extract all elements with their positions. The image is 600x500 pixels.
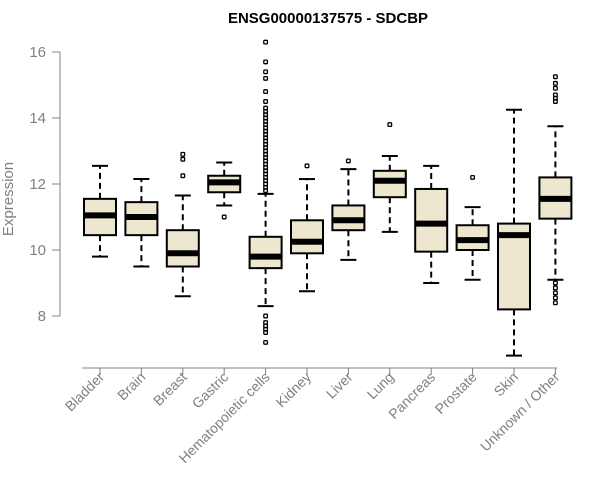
iqr-box bbox=[290, 219, 324, 255]
outlier-point bbox=[263, 320, 269, 326]
x-tick-label: Unknown / Other bbox=[477, 369, 563, 455]
outlier-point bbox=[263, 105, 269, 111]
x-tick-label: Prostate bbox=[432, 369, 480, 417]
outlier-point bbox=[221, 214, 227, 220]
x-tick-label: Kidney bbox=[273, 369, 315, 411]
outlier-point bbox=[263, 313, 269, 319]
box-group-breast bbox=[165, 151, 200, 298]
outlier-point bbox=[263, 99, 269, 104]
outlier-point bbox=[552, 74, 558, 80]
outlier-point bbox=[263, 59, 269, 65]
outlier-point bbox=[552, 92, 558, 98]
box-group-prostate bbox=[455, 174, 490, 281]
outlier-point bbox=[552, 295, 558, 301]
box-group-skin bbox=[497, 108, 531, 357]
y-tick-label: 16 bbox=[29, 44, 46, 61]
outlier-point bbox=[263, 69, 269, 75]
box-group-kidney bbox=[290, 163, 324, 293]
y-ticks: 8 10 12 14 16 bbox=[29, 44, 60, 325]
iqr-box bbox=[165, 229, 200, 268]
outlier-point bbox=[552, 80, 558, 86]
iqr-box bbox=[414, 187, 449, 253]
y-tick-label: 14 bbox=[29, 110, 46, 127]
iqr-box bbox=[248, 235, 283, 270]
x-tick-label: Breast bbox=[150, 369, 190, 409]
outlier-point bbox=[263, 339, 269, 345]
box-group-hematopoietic-cells bbox=[248, 39, 283, 345]
x-tick-label: Liver bbox=[323, 369, 356, 402]
box-group-liver bbox=[331, 158, 366, 261]
box-group-bladder bbox=[83, 164, 117, 258]
outlier-point bbox=[180, 156, 186, 162]
x-tick-label: Skin bbox=[491, 369, 522, 400]
y-axis-title: Expression bbox=[0, 162, 17, 236]
outlier-point bbox=[180, 151, 186, 157]
outlier-point bbox=[552, 290, 558, 296]
x-tick-label: Bladder bbox=[62, 369, 108, 415]
box-group-unknown-other bbox=[538, 74, 573, 306]
outlier-point bbox=[304, 163, 310, 169]
y-tick-label: 12 bbox=[29, 176, 46, 193]
iqr-box bbox=[372, 169, 407, 199]
box-group-brain bbox=[124, 178, 159, 268]
outlier-point bbox=[180, 173, 186, 179]
y-tick-label: 10 bbox=[29, 242, 46, 259]
outlier-point bbox=[552, 280, 558, 286]
box-group-pancreas bbox=[414, 164, 449, 284]
outlier-point bbox=[552, 300, 558, 306]
box-group-lung bbox=[372, 122, 407, 233]
x-tick-label: Lung bbox=[364, 369, 397, 402]
outlier-point bbox=[263, 75, 269, 81]
outlier-point bbox=[552, 285, 558, 291]
outlier-point bbox=[470, 174, 476, 180]
x-tick-label: Brain bbox=[114, 369, 148, 403]
x-ticks bbox=[99, 368, 556, 375]
outlier-point bbox=[387, 122, 393, 128]
box-group-gastric bbox=[207, 161, 242, 220]
outlier-point bbox=[345, 158, 351, 164]
y-tick-label: 8 bbox=[38, 308, 46, 325]
outlier-point bbox=[263, 39, 269, 45]
boxes bbox=[83, 39, 573, 357]
outlier-point bbox=[263, 89, 269, 95]
outlier-point bbox=[552, 85, 558, 91]
chart-title: ENSG00000137575 - SDCBP bbox=[228, 10, 428, 27]
